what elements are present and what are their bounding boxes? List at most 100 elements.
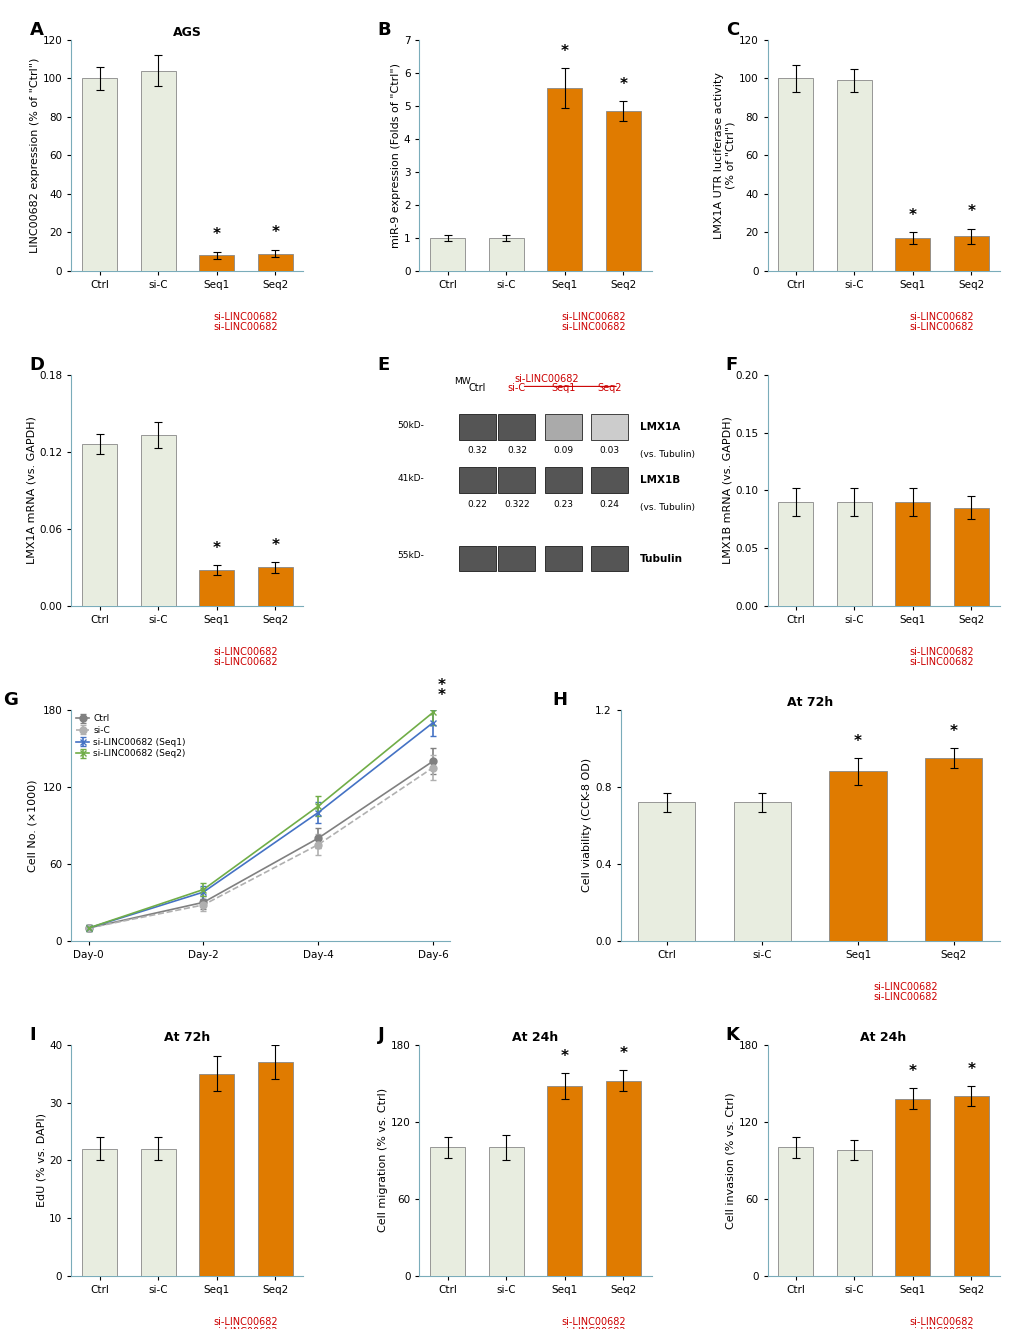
Text: si-LINC00682: si-LINC00682 — [515, 373, 579, 384]
Bar — [953, 508, 988, 606]
Bar — [953, 1096, 988, 1276]
Text: si-LINC00682: si-LINC00682 — [909, 647, 973, 658]
Bar — [141, 435, 175, 606]
Text: H: H — [552, 691, 567, 710]
Title: At 72h: At 72h — [787, 695, 833, 708]
FancyBboxPatch shape — [544, 468, 581, 493]
FancyBboxPatch shape — [459, 546, 495, 571]
Text: Tubulin: Tubulin — [639, 553, 683, 563]
Bar — [836, 80, 871, 271]
Bar — [258, 1062, 292, 1276]
Text: 0.322: 0.322 — [503, 500, 529, 509]
Y-axis label: Cell migration (% vs. Ctrl): Cell migration (% vs. Ctrl) — [378, 1088, 387, 1232]
Text: 0.23: 0.23 — [552, 500, 573, 509]
Y-axis label: miR-9 expression (Folds of "Ctrl"): miR-9 expression (Folds of "Ctrl") — [390, 62, 400, 249]
Text: *: * — [271, 538, 279, 553]
Bar — [488, 238, 524, 271]
Text: si-LINC00682: si-LINC00682 — [214, 322, 278, 332]
Text: si-LINC00682: si-LINC00682 — [214, 1326, 278, 1329]
Text: 0.32: 0.32 — [506, 447, 527, 456]
Title: At 24h: At 24h — [860, 1031, 906, 1043]
Text: si-LINC00682: si-LINC00682 — [909, 322, 973, 332]
Text: D: D — [30, 356, 45, 375]
Text: *: * — [437, 688, 445, 703]
Y-axis label: LINC00682 expression (% of "Ctrl"): LINC00682 expression (% of "Ctrl") — [30, 57, 40, 253]
Text: Seq2: Seq2 — [597, 383, 622, 393]
Text: F: F — [726, 356, 738, 375]
FancyBboxPatch shape — [544, 546, 581, 571]
Y-axis label: LMX1A mRNA (vs. GAPDH): LMX1A mRNA (vs. GAPDH) — [26, 416, 37, 565]
Text: 50kD-: 50kD- — [396, 421, 424, 431]
Text: si-LINC00682: si-LINC00682 — [872, 991, 937, 1002]
Bar — [605, 1080, 640, 1276]
Text: *: * — [560, 1049, 569, 1063]
Text: Seq1: Seq1 — [550, 383, 575, 393]
Text: LMX1B: LMX1B — [639, 474, 680, 485]
Text: si-LINC00682: si-LINC00682 — [909, 657, 973, 667]
Bar — [953, 237, 988, 271]
Text: si-LINC00682: si-LINC00682 — [872, 982, 937, 993]
Text: (vs. Tubulin): (vs. Tubulin) — [639, 504, 694, 512]
Text: *: * — [908, 1065, 916, 1079]
Text: A: A — [30, 21, 44, 40]
Text: E: E — [377, 356, 389, 375]
Text: *: * — [271, 226, 279, 241]
Y-axis label: EdU (% vs. DAPI): EdU (% vs. DAPI) — [37, 1114, 47, 1207]
FancyBboxPatch shape — [544, 415, 581, 440]
Bar — [141, 70, 175, 271]
Text: si-LINC00682: si-LINC00682 — [214, 657, 278, 667]
Title: At 72h: At 72h — [164, 1031, 210, 1043]
Text: *: * — [437, 678, 445, 694]
Text: J: J — [377, 1026, 384, 1045]
Bar — [82, 444, 117, 606]
Bar — [82, 78, 117, 271]
Text: 0.24: 0.24 — [599, 500, 620, 509]
Text: si-LINC00682: si-LINC00682 — [561, 322, 626, 332]
FancyBboxPatch shape — [498, 468, 535, 493]
Bar — [924, 758, 981, 941]
FancyBboxPatch shape — [459, 468, 495, 493]
Text: si-LINC00682: si-LINC00682 — [909, 1326, 973, 1329]
Text: 0.09: 0.09 — [552, 447, 573, 456]
Bar — [895, 1099, 929, 1276]
Bar — [777, 502, 812, 606]
FancyBboxPatch shape — [498, 415, 535, 440]
Bar — [777, 1147, 812, 1276]
FancyBboxPatch shape — [591, 546, 628, 571]
Text: *: * — [619, 1046, 627, 1062]
FancyBboxPatch shape — [591, 468, 628, 493]
FancyBboxPatch shape — [459, 415, 495, 440]
Text: 41kD-: 41kD- — [397, 474, 424, 484]
Text: 0.32: 0.32 — [467, 447, 487, 456]
Bar — [836, 502, 871, 606]
Y-axis label: Cell invasion (% vs. Ctrl): Cell invasion (% vs. Ctrl) — [726, 1092, 736, 1228]
Text: K: K — [726, 1026, 739, 1045]
Text: si-C: si-C — [507, 383, 526, 393]
Text: *: * — [967, 1062, 974, 1076]
Text: si-LINC00682: si-LINC00682 — [561, 312, 626, 323]
Text: I: I — [30, 1026, 37, 1045]
Bar — [777, 78, 812, 271]
Text: (vs. Tubulin): (vs. Tubulin) — [639, 451, 694, 459]
Title: AGS: AGS — [173, 25, 202, 39]
Text: si-LINC00682: si-LINC00682 — [909, 312, 973, 323]
Text: *: * — [967, 205, 974, 219]
Y-axis label: LMX1A UTR luciferase activity
(% of "Ctrl"): LMX1A UTR luciferase activity (% of "Ctr… — [713, 72, 736, 239]
Bar — [733, 803, 791, 941]
Text: *: * — [619, 77, 627, 92]
Text: si-LINC00682: si-LINC00682 — [214, 312, 278, 323]
Text: B: B — [377, 21, 391, 40]
Bar — [605, 110, 640, 271]
Text: si-LINC00682: si-LINC00682 — [214, 1317, 278, 1328]
Text: MW: MW — [453, 377, 471, 387]
Bar — [488, 1147, 524, 1276]
Text: si-LINC00682: si-LINC00682 — [561, 1326, 626, 1329]
Y-axis label: Cell No. (×1000): Cell No. (×1000) — [28, 779, 37, 872]
Text: 0.03: 0.03 — [599, 447, 620, 456]
Bar — [430, 1147, 465, 1276]
Text: C: C — [726, 21, 739, 40]
Y-axis label: LMX1B mRNA (vs. GAPDH): LMX1B mRNA (vs. GAPDH) — [721, 416, 732, 565]
Text: Ctrl: Ctrl — [469, 383, 486, 393]
Text: 55kD-: 55kD- — [396, 550, 424, 560]
Bar — [430, 238, 465, 271]
